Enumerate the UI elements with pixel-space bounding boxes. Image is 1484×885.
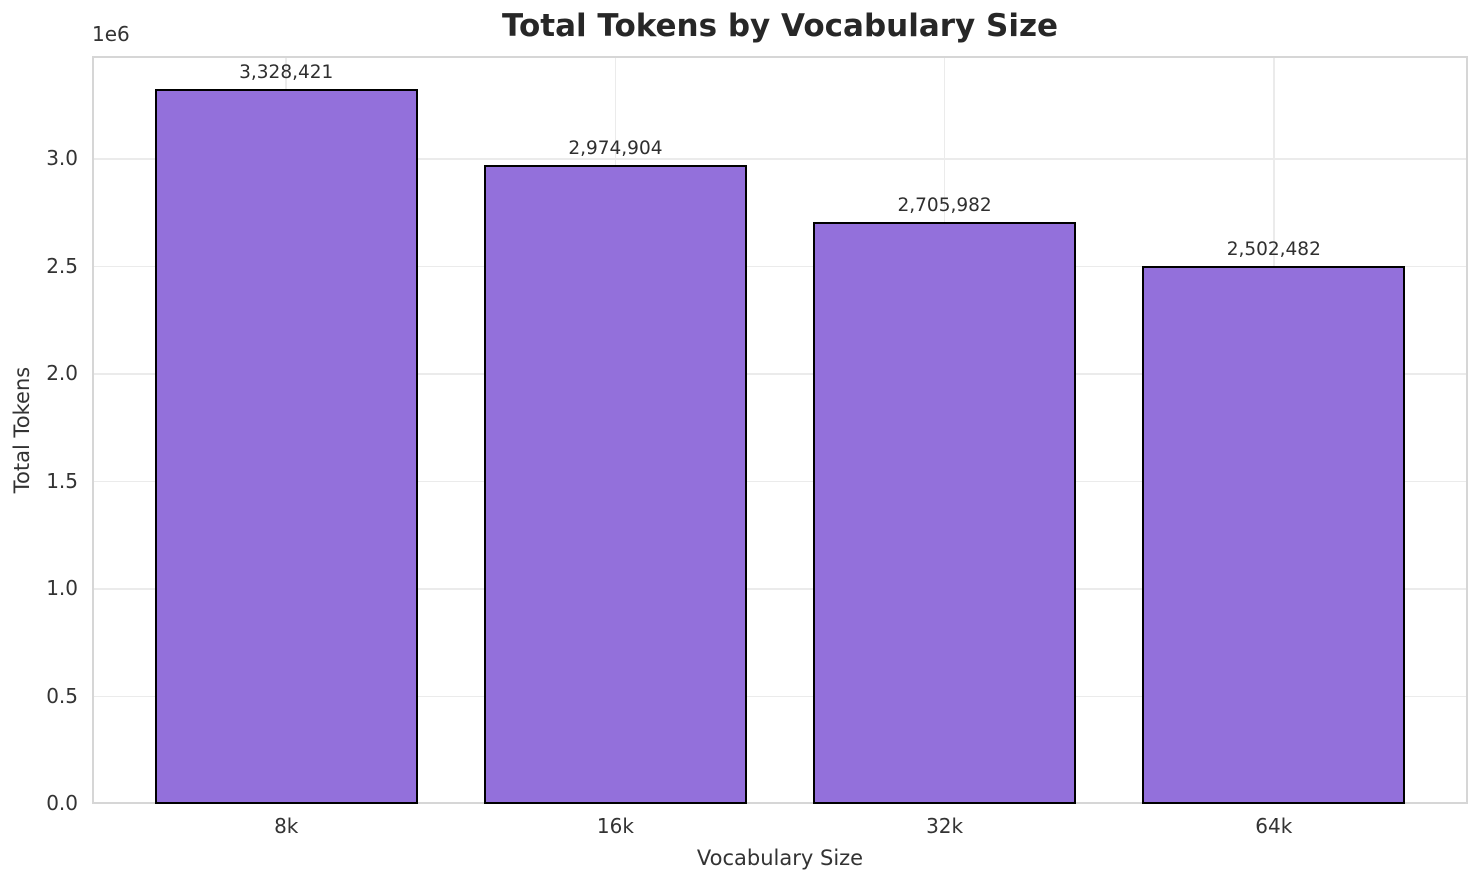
y-tick-label: 1.5 <box>46 468 78 493</box>
x-axis-label: Vocabulary Size <box>696 846 864 870</box>
bar-16k <box>483 164 748 804</box>
plot-area <box>92 56 1468 804</box>
gridline-horizontal <box>92 158 1468 160</box>
bar-value-label: 3,328,421 <box>239 61 334 83</box>
y-tick-label: 1.0 <box>46 576 78 601</box>
bar-64k <box>1142 266 1406 804</box>
gridline-horizontal <box>92 695 1468 698</box>
chart-title: Total Tokens by Vocabulary Size <box>501 8 1059 44</box>
gridline-horizontal <box>92 373 1468 375</box>
x-tick-label: 8k <box>274 814 299 838</box>
gridline-horizontal <box>92 480 1468 483</box>
x-tick-label: 64k <box>1255 814 1293 838</box>
bar-value-label: 2,502,482 <box>1226 239 1321 261</box>
y-tick-label: 2.0 <box>46 361 78 386</box>
y-axis-offset-label: 1e6 <box>92 22 130 46</box>
y-tick-label: 0.5 <box>46 683 78 708</box>
x-tick-label: 16k <box>596 814 634 838</box>
y-tick-label: 0.0 <box>46 791 78 815</box>
bar-value-label: 2,705,982 <box>897 195 992 217</box>
gridline-horizontal <box>92 588 1468 590</box>
bar-32k <box>812 222 1077 804</box>
y-tick-label: 3.0 <box>46 146 78 171</box>
gridline-horizontal <box>92 265 1468 268</box>
bar-value-label: 2,974,904 <box>568 137 663 159</box>
bar-8k <box>154 88 418 804</box>
x-tick-label: 32k <box>926 814 964 838</box>
y-tick-label: 2.5 <box>46 253 78 278</box>
